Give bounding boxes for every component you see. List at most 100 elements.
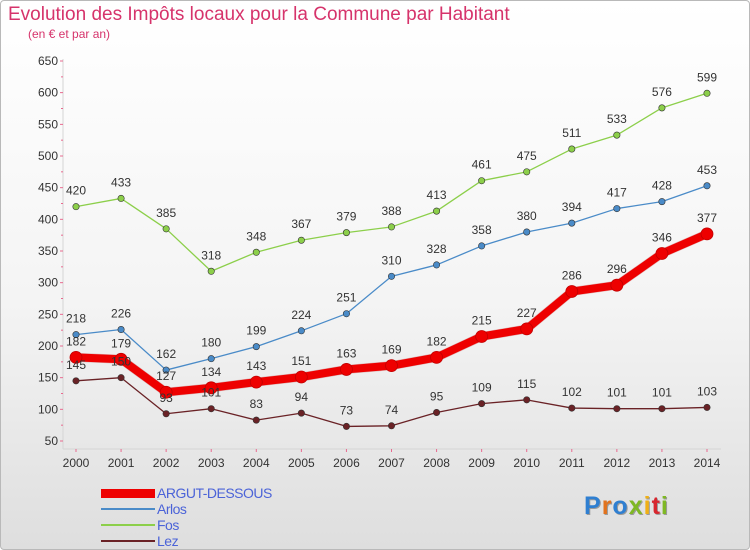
data-label: 163 xyxy=(336,346,356,360)
data-point xyxy=(72,331,80,339)
x-tick-label: 2009 xyxy=(468,456,495,470)
y-tick-label: 200 xyxy=(38,339,58,353)
chart-title: Evolution des Impôts locaux pour la Comm… xyxy=(8,4,510,25)
x-tick-label: 2006 xyxy=(333,456,360,470)
data-label: 73 xyxy=(340,403,354,417)
series-lez xyxy=(72,374,711,430)
data-point xyxy=(297,409,305,417)
data-point xyxy=(69,350,83,364)
data-point xyxy=(523,168,531,176)
data-label: 227 xyxy=(517,306,537,320)
data-point xyxy=(565,285,579,298)
data-point xyxy=(430,350,443,364)
data-point xyxy=(703,403,711,411)
data-label: 388 xyxy=(381,204,401,218)
data-point xyxy=(610,278,624,292)
data-label: 180 xyxy=(201,336,221,350)
y-tick-label: 150 xyxy=(38,371,58,385)
data-label: 380 xyxy=(517,209,537,223)
data-label: 74 xyxy=(385,403,399,417)
legend-swatch xyxy=(101,540,155,542)
logo-letter: r xyxy=(601,492,613,520)
data-label: 296 xyxy=(607,262,627,276)
data-label: 433 xyxy=(111,175,131,189)
logo-letter: t xyxy=(651,492,661,520)
data-label: 328 xyxy=(427,242,447,256)
legend-swatch xyxy=(101,488,155,498)
data-label: 511 xyxy=(562,126,581,140)
data-point xyxy=(387,272,395,280)
y-tick-label: 650 xyxy=(38,54,58,68)
data-point xyxy=(114,352,128,366)
legend-label: Lez xyxy=(157,533,179,549)
data-point xyxy=(342,310,350,318)
data-point xyxy=(72,377,80,385)
data-point xyxy=(342,422,350,430)
x-tick-label: 2010 xyxy=(513,456,540,470)
x-tick-label: 2002 xyxy=(153,456,180,470)
x-tick-label: 2001 xyxy=(108,456,135,470)
data-label: 533 xyxy=(607,112,627,126)
data-point xyxy=(433,207,441,215)
data-point xyxy=(703,182,711,190)
data-point xyxy=(613,405,621,413)
y-tick-label: 550 xyxy=(38,117,58,131)
data-label: 599 xyxy=(697,70,717,84)
y-tick-label: 600 xyxy=(38,86,58,100)
data-label: 102 xyxy=(562,385,582,399)
legend-label: ARGUT-DESSOUS xyxy=(157,485,272,501)
data-point xyxy=(72,203,80,211)
data-point xyxy=(520,322,534,336)
data-point xyxy=(159,385,173,399)
data-point xyxy=(252,248,260,256)
data-label: 182 xyxy=(66,334,86,348)
data-point xyxy=(117,194,125,202)
data-point xyxy=(568,404,576,412)
data-label: 145 xyxy=(66,358,86,372)
y-tick-label: 450 xyxy=(38,181,58,195)
data-label: 576 xyxy=(652,85,672,99)
y-tick-label: 400 xyxy=(38,212,58,226)
x-tick-label: 2007 xyxy=(378,456,405,470)
legend-swatch xyxy=(101,524,155,526)
x-tick-label: 2014 xyxy=(694,456,721,470)
data-point xyxy=(387,422,395,430)
data-label: 103 xyxy=(697,384,717,398)
data-point xyxy=(117,326,125,334)
data-label: 348 xyxy=(246,229,266,243)
data-point xyxy=(162,366,170,374)
data-label: 318 xyxy=(201,248,221,262)
data-label: 127 xyxy=(156,369,176,383)
data-label: 162 xyxy=(156,347,176,361)
data-point xyxy=(703,89,711,97)
data-point xyxy=(478,400,486,408)
data-label: 428 xyxy=(652,179,672,193)
data-point xyxy=(700,227,714,241)
data-label: 215 xyxy=(472,314,492,328)
proxiti-logo: Proxiti xyxy=(584,492,669,521)
data-label: 420 xyxy=(66,184,86,198)
x-tick-label: 2011 xyxy=(559,456,585,470)
x-tick-label: 2004 xyxy=(243,456,270,470)
data-point xyxy=(207,267,215,275)
data-label: 150 xyxy=(111,355,131,369)
data-label: 394 xyxy=(562,200,582,214)
y-tick-label: 300 xyxy=(38,276,58,290)
data-point xyxy=(252,343,260,351)
data-label: 310 xyxy=(381,253,401,267)
data-point xyxy=(478,242,486,250)
data-label: 95 xyxy=(430,390,444,404)
data-label: 94 xyxy=(295,390,309,404)
data-label: 169 xyxy=(381,343,401,357)
x-tick-label: 2013 xyxy=(649,456,676,470)
data-label: 101 xyxy=(607,386,627,400)
data-label: 377 xyxy=(697,211,717,225)
x-tick-label: 2008 xyxy=(423,456,450,470)
data-label: 367 xyxy=(291,217,311,231)
data-point xyxy=(297,236,305,244)
data-point xyxy=(475,330,489,343)
logo-letter: i xyxy=(643,492,652,520)
data-label: 461 xyxy=(472,158,492,172)
data-label: 251 xyxy=(336,291,356,305)
